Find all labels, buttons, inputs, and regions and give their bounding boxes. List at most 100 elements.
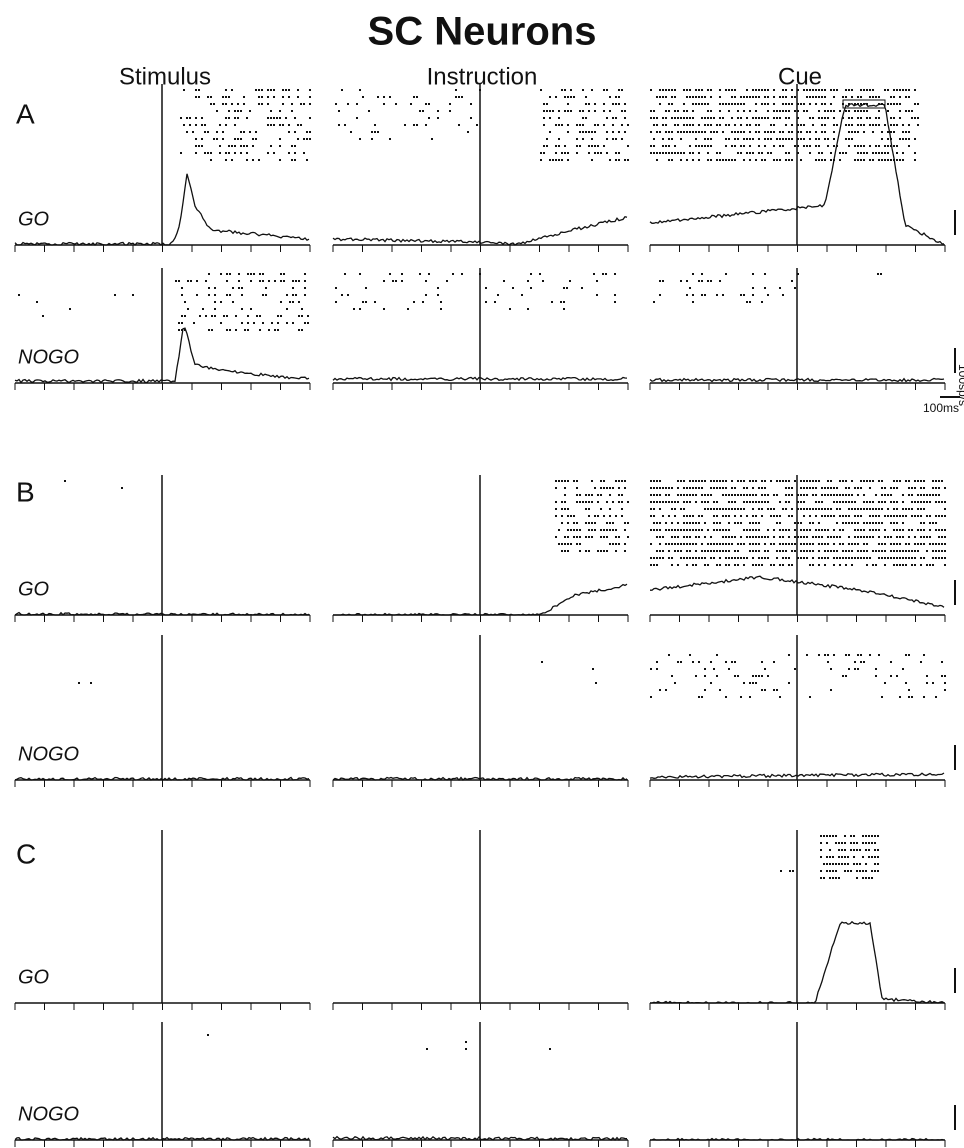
spike <box>674 145 676 147</box>
spike <box>752 508 754 510</box>
spike <box>467 131 469 133</box>
spike <box>235 329 237 331</box>
spike <box>857 159 859 161</box>
spike <box>878 124 880 126</box>
spike <box>872 480 874 482</box>
spike <box>704 668 706 670</box>
spike <box>899 543 901 545</box>
spike <box>932 682 934 684</box>
spike <box>842 550 844 552</box>
spike <box>896 508 898 510</box>
spike <box>752 564 754 566</box>
spike <box>899 564 901 566</box>
spike <box>458 96 460 98</box>
spike <box>704 103 706 105</box>
spike <box>866 543 868 545</box>
spike <box>701 529 703 531</box>
spike <box>734 550 736 552</box>
spike <box>225 103 227 105</box>
spike <box>295 294 297 296</box>
spike <box>621 89 623 91</box>
spike <box>740 124 742 126</box>
spike <box>665 543 667 545</box>
spike <box>746 96 748 98</box>
spike <box>710 131 712 133</box>
spike <box>839 564 841 566</box>
spike <box>905 654 907 656</box>
spike <box>746 89 748 91</box>
spike <box>624 103 626 105</box>
spike <box>659 522 661 524</box>
spike <box>932 557 934 559</box>
spike <box>297 89 299 91</box>
spike <box>615 96 617 98</box>
spike <box>761 508 763 510</box>
spike <box>662 550 664 552</box>
spike <box>944 487 946 489</box>
spike <box>821 152 823 154</box>
spike <box>779 96 781 98</box>
spike <box>695 543 697 545</box>
spike <box>701 131 703 133</box>
spike <box>863 494 865 496</box>
spike <box>923 529 925 531</box>
spike <box>833 487 835 489</box>
psth-curve <box>649 772 945 779</box>
spike <box>752 294 754 296</box>
spike <box>824 508 826 510</box>
spike <box>773 689 775 691</box>
spike <box>597 515 599 517</box>
spike <box>752 522 754 524</box>
spike <box>298 315 300 317</box>
spike <box>824 529 826 531</box>
spike <box>446 280 448 282</box>
spike <box>743 494 745 496</box>
spike <box>668 654 670 656</box>
spike <box>258 96 260 98</box>
spike <box>603 515 605 517</box>
spike <box>246 145 248 147</box>
spike <box>527 308 529 310</box>
spike <box>758 487 760 489</box>
spike <box>826 835 828 837</box>
spike <box>229 273 231 275</box>
spike <box>824 96 826 98</box>
spike <box>791 280 793 282</box>
spike <box>847 870 849 872</box>
spike <box>908 138 910 140</box>
spike <box>842 501 844 503</box>
spike <box>779 480 781 482</box>
spike <box>273 152 275 154</box>
spike <box>597 152 599 154</box>
spike <box>914 89 916 91</box>
spike <box>818 145 820 147</box>
spike <box>869 124 871 126</box>
spike <box>773 96 775 98</box>
spike <box>881 696 883 698</box>
spike <box>603 103 605 105</box>
spike <box>734 515 736 517</box>
spike <box>848 124 850 126</box>
spike <box>249 110 251 112</box>
spike <box>686 124 688 126</box>
spike <box>624 131 626 133</box>
spike <box>854 529 856 531</box>
condition-label: GO <box>18 208 49 230</box>
spike <box>555 159 557 161</box>
spike <box>624 543 626 545</box>
spike <box>695 96 697 98</box>
spike <box>752 487 754 489</box>
spike <box>301 329 303 331</box>
spike <box>853 842 855 844</box>
spike <box>839 557 841 559</box>
spike <box>579 124 581 126</box>
spike <box>905 110 907 112</box>
spike <box>695 529 697 531</box>
spike <box>719 543 721 545</box>
spike <box>752 675 754 677</box>
spike <box>842 494 844 496</box>
spike <box>823 863 825 865</box>
spike <box>710 110 712 112</box>
spike <box>665 145 667 147</box>
spike <box>830 668 832 670</box>
